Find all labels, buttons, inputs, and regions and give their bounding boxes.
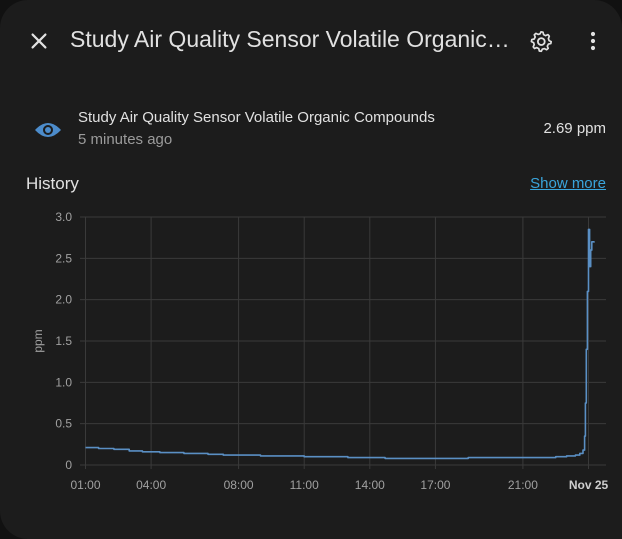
entity-last-changed: 5 minutes ago [78, 131, 173, 148]
settings-button[interactable] [519, 19, 563, 63]
y-tick-label: 2.5 [55, 251, 72, 265]
x-tick-label: 14:00 [355, 478, 385, 492]
x-tick-label: 17:00 [420, 478, 450, 492]
y-tick-label: 0.5 [55, 417, 72, 431]
series-line [85, 228, 595, 460]
y-tick-label: 2.0 [55, 293, 72, 307]
x-tick-label: 11:00 [290, 478, 319, 492]
history-heading: History [26, 174, 79, 193]
close-icon [31, 33, 47, 49]
y-tick-label: 1.5 [55, 334, 72, 348]
dialog-title: Study Air Quality Sensor Volatile Organi… [70, 26, 510, 52]
show-more-link[interactable]: Show more [530, 175, 606, 192]
x-tick-label: Nov 25 [569, 478, 609, 492]
x-tick-label: 01:00 [70, 478, 100, 492]
entity-icon [30, 116, 66, 144]
dialog-header: Study Air Quality Sensor Volatile Organi… [0, 0, 622, 82]
more-vertical-icon [590, 31, 596, 51]
entity-state: 2.69 ppm [543, 120, 606, 137]
y-axis-label: ppm [31, 329, 45, 352]
y-tick-label: 1.0 [55, 375, 72, 389]
x-tick-label: 21:00 [508, 478, 538, 492]
entity-row[interactable]: Study Air Quality Sensor Volatile Organi… [0, 100, 622, 160]
eye-icon [35, 123, 61, 137]
history-chart: 0 0.5 1.0 1.5 2.0 2.5 3.0 01:00 04:00 08:00 11:00 1… [31, 210, 609, 492]
y-tick-label: 0 [65, 458, 72, 472]
gear-icon [530, 30, 553, 53]
x-tick-label: 04:00 [136, 478, 166, 492]
x-tick-label: 08:00 [224, 478, 254, 492]
entity-name: Study Air Quality Sensor Volatile Organi… [78, 109, 435, 126]
y-tick-label: 3.0 [55, 210, 72, 224]
close-button[interactable] [17, 19, 61, 63]
more-options-button[interactable] [571, 19, 615, 63]
